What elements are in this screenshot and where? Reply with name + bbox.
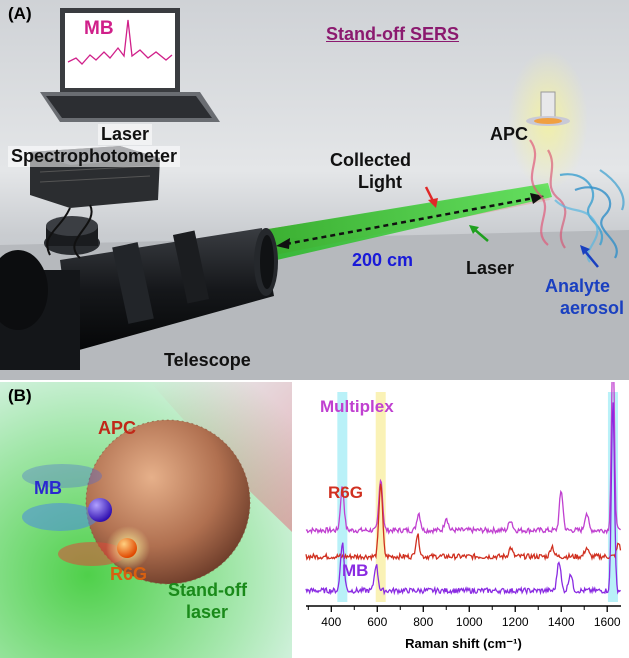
analyte-label-line1: Analyte xyxy=(545,276,611,296)
collected-label-line2: Light xyxy=(358,172,402,192)
series-label-r6g: R6G xyxy=(328,483,363,502)
laptop-screen-label: MB xyxy=(84,18,114,39)
laser-beam xyxy=(262,183,552,262)
x-tick-label-1600: 1600 xyxy=(594,615,621,629)
panel-a-scene xyxy=(0,8,629,380)
laser-beam-label: Laser xyxy=(466,258,515,278)
x-tick-label-800: 800 xyxy=(413,615,433,629)
aerosol-arrow xyxy=(583,249,599,268)
series-label-multiplex: Multiplex xyxy=(320,397,394,416)
laser-arrow xyxy=(473,228,489,242)
apc-particle-label: APC xyxy=(98,418,137,438)
panel-b: (B) APC MB R6G Stand-off laser Multiplex… xyxy=(0,382,629,658)
panel-b-tag: (B) xyxy=(8,386,32,405)
telescope-label: Telescope xyxy=(164,350,251,370)
r6g-label: R6G xyxy=(110,564,148,584)
highlight-band-0 xyxy=(337,392,348,602)
highlight-band-1 xyxy=(375,392,386,602)
highlight-band-2 xyxy=(607,392,618,602)
analyte-label-line2: aerosol xyxy=(560,298,625,318)
x-axis-label: Raman shift (cm⁻¹) xyxy=(405,636,522,651)
distance-label: 200 cm xyxy=(352,250,414,270)
laser-device-label: Laser xyxy=(98,124,153,145)
distance-arrow xyxy=(285,196,535,246)
collected-label-line1: Collected xyxy=(330,150,412,170)
spectrophotometer-label: Spectrophotometer xyxy=(8,146,181,167)
panel-a-photo: (A) Stand-off SERS MB Laser Spectrophoto… xyxy=(0,0,629,380)
apc-device xyxy=(508,50,588,190)
series-line-multiplex xyxy=(305,382,621,536)
series-line-r6g xyxy=(305,483,622,562)
laptop xyxy=(40,8,220,122)
x-tick-label-1400: 1400 xyxy=(548,615,575,629)
apc-label: APC xyxy=(490,124,529,144)
telescope xyxy=(0,216,278,370)
standoff-label-line2: laser xyxy=(186,602,229,622)
r6g-molecule xyxy=(117,538,137,558)
series-line-mb xyxy=(305,402,622,596)
x-tick-label-600: 600 xyxy=(367,615,387,629)
standoff-label-line1: Stand-off xyxy=(168,580,247,600)
x-tick-label-1200: 1200 xyxy=(502,615,529,629)
mb-label: MB xyxy=(34,478,62,498)
raman-spectra-chart: Multiplex R6G MB 400 600 800 1000 1200 1400 1600 R… xyxy=(305,382,622,651)
analyte-aerosol xyxy=(529,139,625,263)
x-tick-label-1000: 1000 xyxy=(456,615,483,629)
distance-arrow-left-head xyxy=(276,238,290,249)
panel-a-tag: (A) xyxy=(8,4,32,23)
particle-illustration xyxy=(0,382,292,658)
mb-molecule xyxy=(88,498,112,522)
series-label-mb: MB xyxy=(342,561,368,580)
x-tick-label-400: 400 xyxy=(321,615,341,629)
panel-title: Stand-off SERS xyxy=(326,24,459,44)
